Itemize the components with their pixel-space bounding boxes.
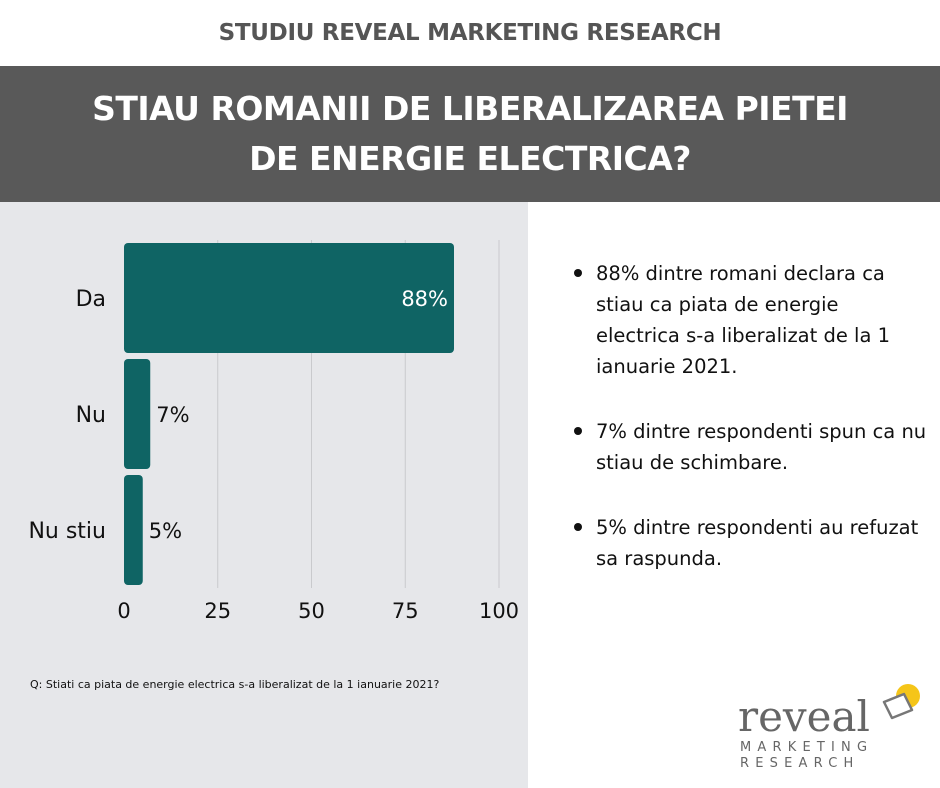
reveal-logo: reveal MARKETING RESEARCH [738,680,928,776]
tick-label: 25 [204,599,231,623]
title-banner: STIAU ROMANII DE LIBERALIZAREA PIETEI DE… [0,66,940,202]
tick-label: 0 [117,599,130,623]
category-label: Nu [76,403,106,428]
bar [124,475,143,585]
data-label: 5% [149,519,182,543]
category-label: Da [76,287,106,312]
tick-label: 50 [298,599,325,623]
finding-item: 7% dintre respondenti spun ca nu stiau d… [568,416,928,478]
logo-mark-icon [882,684,920,720]
logo-wordmark: reveal [738,692,870,741]
bullet-icon [574,269,582,277]
finding-item: 5% dintre respondenti au refuzat sa rasp… [568,512,928,574]
data-label: 88% [401,287,448,311]
finding-item: 88% dintre romani declara ca stiau ca pi… [568,258,928,382]
survey-question: Q: Stiati ca piata de energie electrica … [30,678,440,691]
bar [124,243,454,353]
finding-text: 88% dintre romani declara ca stiau ca pi… [596,262,891,378]
bar-chart: Da 88% Nu 7% Nu stiu 5% 0 25 50 75 100 [28,240,519,623]
data-label: 7% [156,403,189,427]
findings-list: 88% dintre romani declara ca stiau ca pi… [568,258,928,608]
page-title: STIAU ROMANII DE LIBERALIZAREA PIETEI DE… [92,89,848,178]
logo-line-research: RESEARCH [740,756,860,771]
finding-text: 5% dintre respondenti au refuzat sa rasp… [596,516,919,570]
category-label: Nu stiu [28,519,106,544]
bullet-icon [574,427,582,435]
chart-panel: Da 88% Nu 7% Nu stiu 5% 0 25 50 75 100 Q: Stiati c… [0,202,528,788]
bullet-icon [574,523,582,531]
finding-text: 7% dintre respondenti spun ca nu stiau d… [596,420,927,474]
kicker-title: STUDIU REVEAL MARKETING RESEARCH [218,20,722,46]
tick-label: 100 [479,599,519,623]
tick-label: 75 [392,599,419,623]
bar [124,359,151,469]
logo-line-marketing: MARKETING [740,740,874,755]
